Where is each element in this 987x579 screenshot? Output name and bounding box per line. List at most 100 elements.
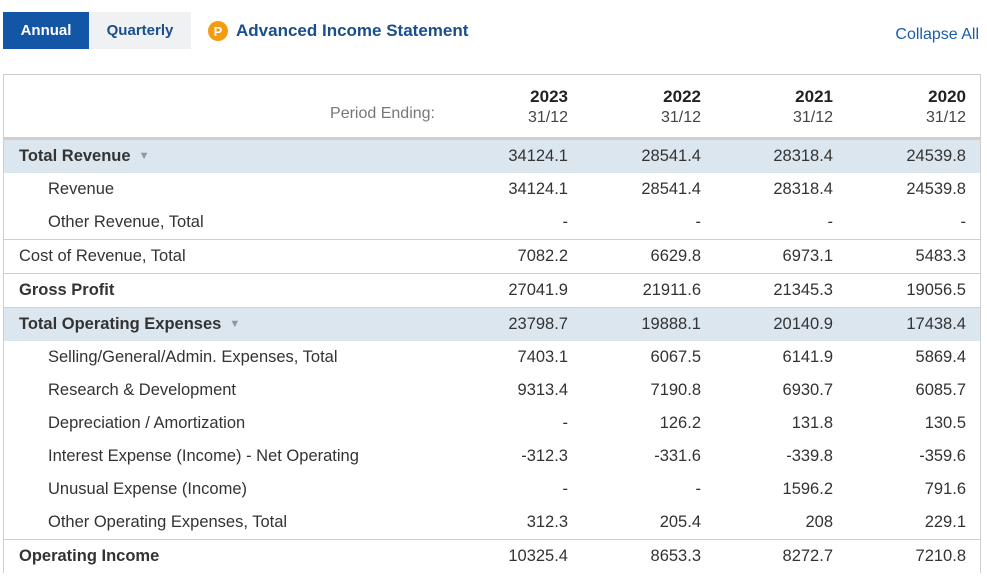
row-other-operating-expenses: Other Operating Expenses, Total 312.3 20… (4, 506, 980, 539)
cell-value: 19888.1 (641, 315, 701, 333)
row-label: Depreciation / Amortization (48, 414, 246, 432)
row-research-development: Research & Development 9313.4 7190.8 693… (4, 374, 980, 407)
cell-value: 28318.4 (773, 180, 833, 198)
column-header-2022: 2022 31/12 (581, 87, 701, 127)
cell-value: -331.6 (654, 447, 701, 465)
column-year: 2022 (663, 87, 701, 106)
statement-title-group: P Advanced Income Statement (208, 19, 468, 43)
cell-value: 131.8 (791, 414, 833, 432)
column-year: 2021 (795, 87, 833, 106)
column-date: 31/12 (925, 109, 966, 126)
tab-quarterly[interactable]: Quarterly (89, 12, 191, 49)
statement-toolbar: Annual Quarterly P Advanced Income State… (0, 0, 987, 60)
period-ending-label: Period Ending: (330, 105, 435, 122)
cell-value: 6973.1 (782, 247, 833, 265)
cell-value: - (827, 213, 834, 231)
row-label-text: Total Revenue (19, 147, 131, 165)
column-header-2021: 2021 31/12 (713, 87, 833, 127)
cell-value: - (695, 480, 702, 498)
row-sga-expenses: Selling/General/Admin. Expenses, Total 7… (4, 341, 980, 374)
row-interest-expense: Interest Expense (Income) - Net Operatin… (4, 440, 980, 473)
cell-value: 20140.9 (773, 315, 833, 333)
row-label: Interest Expense (Income) - Net Operatin… (48, 447, 359, 465)
row-unusual-expense: Unusual Expense (Income) - - 1596.2 791.… (4, 473, 980, 506)
cell-value: 6141.9 (782, 348, 833, 366)
income-statement-table: Period Ending: 2023 31/12 2022 31/12 202… (3, 74, 981, 573)
cell-value: - (695, 213, 702, 231)
cell-value: 126.2 (659, 414, 701, 432)
cell-value: 208 (805, 513, 833, 531)
cell-value: 7210.8 (915, 547, 966, 565)
cell-value: 791.6 (924, 480, 966, 498)
cell-value: 24539.8 (906, 147, 966, 165)
row-label[interactable]: Total Revenue ▼ (19, 140, 149, 173)
cell-value: 21345.3 (773, 281, 833, 299)
row-label: Operating Income (19, 547, 160, 565)
cell-value: 34124.1 (508, 147, 568, 165)
row-depreciation-amortization: Depreciation / Amortization - 126.2 131.… (4, 407, 980, 440)
chevron-down-icon[interactable]: ▼ (138, 150, 150, 162)
cell-value: 229.1 (924, 513, 966, 531)
cell-value: 6067.5 (650, 348, 701, 366)
row-gross-profit: Gross Profit 27041.9 21911.6 21345.3 190… (4, 273, 980, 307)
row-label: Cost of Revenue, Total (19, 247, 186, 265)
column-date: 31/12 (660, 109, 701, 126)
page-title: Advanced Income Statement (236, 21, 469, 40)
cell-value: 28541.4 (641, 147, 701, 165)
cell-value: - (562, 480, 569, 498)
cell-value: 9313.4 (517, 381, 568, 399)
row-label: Selling/General/Admin. Expenses, Total (48, 348, 338, 366)
cell-value: 28318.4 (773, 147, 833, 165)
cell-value: 28541.4 (641, 180, 701, 198)
column-year: 2023 (530, 87, 568, 106)
row-other-revenue: Other Revenue, Total - - - - (4, 206, 980, 239)
cell-value: 7190.8 (650, 381, 701, 399)
row-label: Other Operating Expenses, Total (48, 513, 288, 531)
row-label: Revenue (48, 180, 115, 198)
row-label: Other Revenue, Total (48, 213, 204, 231)
cell-value: -339.8 (786, 447, 833, 465)
cell-value: 19056.5 (906, 281, 966, 299)
cell-value: -359.6 (919, 447, 966, 465)
cell-value: 24539.8 (906, 180, 966, 198)
cell-value: 6930.7 (782, 381, 833, 399)
row-label-text: Total Operating Expenses (19, 315, 222, 333)
cell-value: 5483.3 (915, 247, 966, 265)
chevron-down-icon[interactable]: ▼ (229, 318, 241, 330)
column-header-2023: 2023 31/12 (448, 87, 568, 127)
cell-value: 21911.6 (642, 281, 701, 299)
cell-value: 1596.2 (782, 480, 833, 498)
cell-value: 7082.2 (517, 247, 568, 265)
table-header-row: Period Ending: 2023 31/12 2022 31/12 202… (4, 75, 980, 140)
cell-value: 10325.4 (508, 547, 568, 565)
cell-value: 205.4 (659, 513, 701, 531)
cell-value: 23798.7 (508, 315, 568, 333)
cell-value: 5869.4 (915, 348, 966, 366)
column-date: 31/12 (527, 109, 568, 126)
row-cost-of-revenue: Cost of Revenue, Total 7082.2 6629.8 697… (4, 239, 980, 273)
cell-value: 8272.7 (782, 547, 833, 565)
pro-icon: P (208, 21, 228, 41)
row-total-operating-expenses[interactable]: Total Operating Expenses ▼ 23798.7 19888.… (4, 307, 980, 341)
tab-annual[interactable]: Annual (3, 12, 89, 49)
cell-value: - (960, 213, 967, 231)
collapse-all-link[interactable]: Collapse All (895, 26, 979, 43)
row-operating-income: Operating Income 10325.4 8653.3 8272.7 7… (4, 539, 980, 573)
column-header-2020: 2020 31/12 (846, 87, 966, 127)
row-label: Gross Profit (19, 281, 115, 299)
row-label[interactable]: Total Operating Expenses ▼ (19, 308, 240, 341)
cell-value: 17438.4 (906, 315, 966, 333)
cell-value: - (562, 414, 569, 432)
row-label: Unusual Expense (Income) (48, 480, 248, 498)
cell-value: 6085.7 (915, 381, 966, 399)
cell-value: 34124.1 (508, 180, 568, 198)
cell-value: 6629.8 (650, 247, 701, 265)
cell-value: 8653.3 (650, 547, 701, 565)
cell-value: 27041.9 (508, 281, 568, 299)
row-total-revenue[interactable]: Total Revenue ▼ 34124.1 28541.4 28318.4 2… (4, 140, 980, 173)
row-label: Research & Development (48, 381, 237, 399)
cell-value: -312.3 (521, 447, 568, 465)
column-date: 31/12 (792, 109, 833, 126)
row-revenue: Revenue 34124.1 28541.4 28318.4 24539.8 (4, 173, 980, 206)
cell-value: 130.5 (924, 414, 966, 432)
